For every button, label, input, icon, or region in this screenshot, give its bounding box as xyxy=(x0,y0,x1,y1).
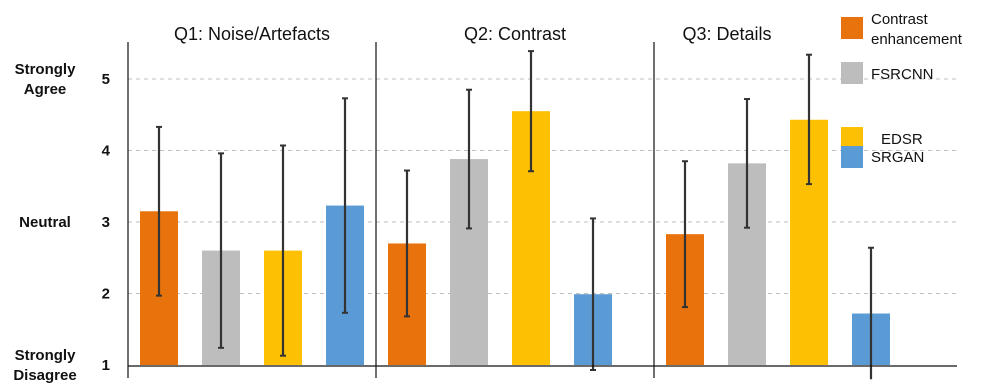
text-layer: 1 2 3 4 5 Strongly Agree Neutral Strongly Disagre… xyxy=(13,24,771,384)
legend-swatch xyxy=(841,17,863,39)
bars-layer xyxy=(140,111,890,365)
panel-title: Q1: Noise/Artefacts xyxy=(174,24,330,44)
legend-label: SRGAN xyxy=(871,149,924,166)
panel-title: Q2: Contrast xyxy=(464,24,566,44)
legend-label: Contrast enhancement xyxy=(871,11,963,48)
y-tick-label: 3 xyxy=(102,214,110,231)
y-tick-label: 1 xyxy=(102,357,110,374)
legend-label: EDSR xyxy=(881,131,923,148)
legend-swatch xyxy=(841,127,863,149)
scale-label: Strongly Disagree xyxy=(13,347,76,384)
scale-label: Strongly Agree xyxy=(15,61,76,98)
scale-label: Neutral xyxy=(19,214,71,231)
y-tick-label: 5 xyxy=(102,71,110,88)
y-tick-label: 2 xyxy=(102,286,110,303)
panel-title: Q3: Details xyxy=(682,24,771,44)
y-tick-label: 4 xyxy=(102,143,111,160)
legend-swatch xyxy=(841,146,863,168)
axis-layer xyxy=(127,42,957,378)
legend-swatch xyxy=(841,62,863,84)
legend-label: FSRCNN xyxy=(871,66,934,83)
error-bars-layer xyxy=(156,50,874,380)
